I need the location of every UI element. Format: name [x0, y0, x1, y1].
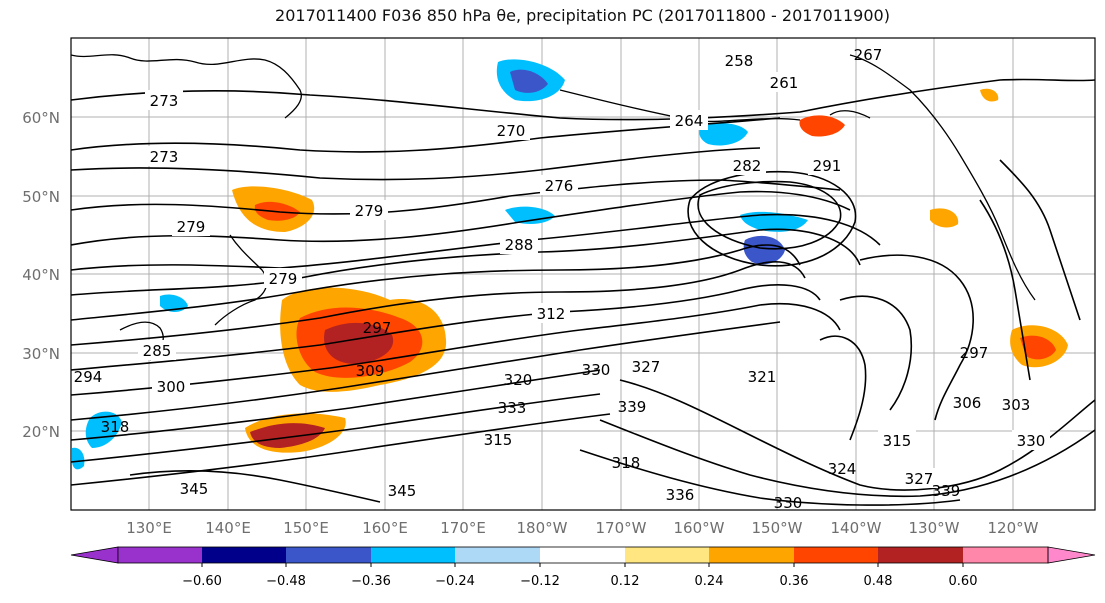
lon-label: 140°W: [831, 519, 882, 537]
lat-label: 30°N: [22, 345, 60, 363]
contour-label: 279: [269, 270, 298, 288]
contour-label: 303: [1002, 396, 1031, 414]
contour-label: 321: [748, 368, 777, 386]
lon-label: 160°W: [674, 519, 725, 537]
colorbar-segment: [794, 547, 878, 563]
contour-label: 264: [675, 112, 704, 130]
contour-label: 330: [582, 361, 611, 379]
contour-label: 339: [618, 398, 647, 416]
lon-label: 150°E: [283, 519, 329, 537]
colorbar: −0.60 −0.48 −0.36 −0.24 −0.12 0.12 0.24 …: [70, 546, 1096, 589]
contour-label: 288: [505, 236, 534, 254]
lon-label: 150°W: [752, 519, 803, 537]
gridlines: [71, 38, 1095, 510]
map-frame: [70, 37, 1096, 511]
colorbar-tick-label: 0.48: [864, 574, 893, 589]
colorbar-segment: [963, 547, 1048, 563]
lat-label: 60°N: [22, 109, 60, 127]
lon-label: 170°E: [440, 519, 486, 537]
colorbar-arrow-left: [70, 546, 119, 564]
contour-label: 345: [388, 482, 417, 500]
theta-e-contours: [71, 78, 1095, 506]
contour-label: 279: [355, 202, 384, 220]
colorbar-arrow-right: [1047, 546, 1096, 564]
contour-label: 320: [504, 371, 533, 389]
lat-labels: 60°N 50°N 40°N 30°N 20°N: [22, 109, 60, 441]
lon-label: 170°W: [596, 519, 647, 537]
colorbar-tick-label: −0.60: [182, 574, 222, 589]
contour-label: 330: [1017, 432, 1046, 450]
contour-label: 306: [953, 394, 982, 412]
colorbar-tick-label: 0.12: [611, 574, 640, 589]
colorbar-segment: [286, 547, 371, 563]
contour-label: 285: [143, 342, 172, 360]
map-title: 2017011400 F036 850 hPa θe, precipitatio…: [275, 6, 890, 25]
contour-labels: 273 273 279 279 279 285 294 300 318 345 …: [74, 46, 1050, 512]
lon-label: 130°W: [909, 519, 960, 537]
contour-label: 324: [828, 460, 857, 478]
contour-label: 318: [101, 418, 130, 436]
lon-labels: 130°E 140°E 150°E 160°E 170°E 180°W 170°…: [126, 519, 1038, 537]
contour-label: 339: [932, 482, 961, 500]
lat-label: 50°N: [22, 188, 60, 206]
contour-label: 294: [74, 368, 103, 386]
colorbar-tick-label: −0.24: [435, 574, 475, 589]
map-plot-area: [71, 38, 1095, 510]
contour-label: 315: [484, 431, 513, 449]
contour-label: 327: [905, 470, 934, 488]
contour-label: 258: [725, 52, 754, 70]
contour-label: 291: [813, 157, 842, 175]
contour-label: 318: [612, 454, 641, 472]
contour-label: 279: [177, 218, 206, 236]
contour-label: 345: [180, 480, 209, 498]
contour-label: 333: [498, 399, 527, 417]
colorbar-segment: [709, 547, 794, 563]
contour-label: 300: [157, 378, 186, 396]
lon-label: 160°E: [362, 519, 408, 537]
colorbar-segment: [540, 547, 625, 563]
contour-label: 273: [150, 92, 179, 110]
colorbar-tick-label: 0.60: [949, 574, 978, 589]
contour-label: 312: [537, 305, 566, 323]
colorbar-segment: [878, 547, 963, 563]
lon-label: 140°E: [205, 519, 251, 537]
lat-label: 20°N: [22, 423, 60, 441]
lat-label: 40°N: [22, 266, 60, 284]
colorbar-tick-label: −0.12: [520, 574, 560, 589]
contour-label: 276: [545, 177, 574, 195]
contour-label: 273: [150, 148, 179, 166]
precip-shading: [72, 59, 1068, 470]
contour-label: 261: [770, 74, 799, 92]
lon-label: 130°E: [126, 519, 172, 537]
colorbar-segment: [371, 547, 455, 563]
contour-label: 267: [854, 46, 883, 64]
contour-label: 282: [733, 157, 762, 175]
contour-label: 336: [666, 486, 695, 504]
colorbar-tick-label: 0.36: [780, 574, 809, 589]
lon-label: 180°W: [517, 519, 568, 537]
contour-label: 309: [356, 362, 385, 380]
contour-label: 297: [363, 319, 392, 337]
colorbar-segment: [202, 547, 286, 563]
colorbar-tick-label: −0.36: [351, 574, 391, 589]
contour-label: 297: [960, 344, 989, 362]
contour-label: 315: [883, 432, 912, 450]
contour-label: 330: [774, 494, 803, 512]
colorbar-segment: [455, 547, 540, 563]
colorbar-tick-label: −0.48: [266, 574, 306, 589]
contour-label: 270: [497, 122, 526, 140]
colorbar-segment: [625, 547, 709, 563]
colorbar-segment: [118, 547, 202, 563]
colorbar-tick-label: 0.24: [695, 574, 724, 589]
contour-label: 327: [632, 358, 661, 376]
lon-label: 120°W: [988, 519, 1039, 537]
